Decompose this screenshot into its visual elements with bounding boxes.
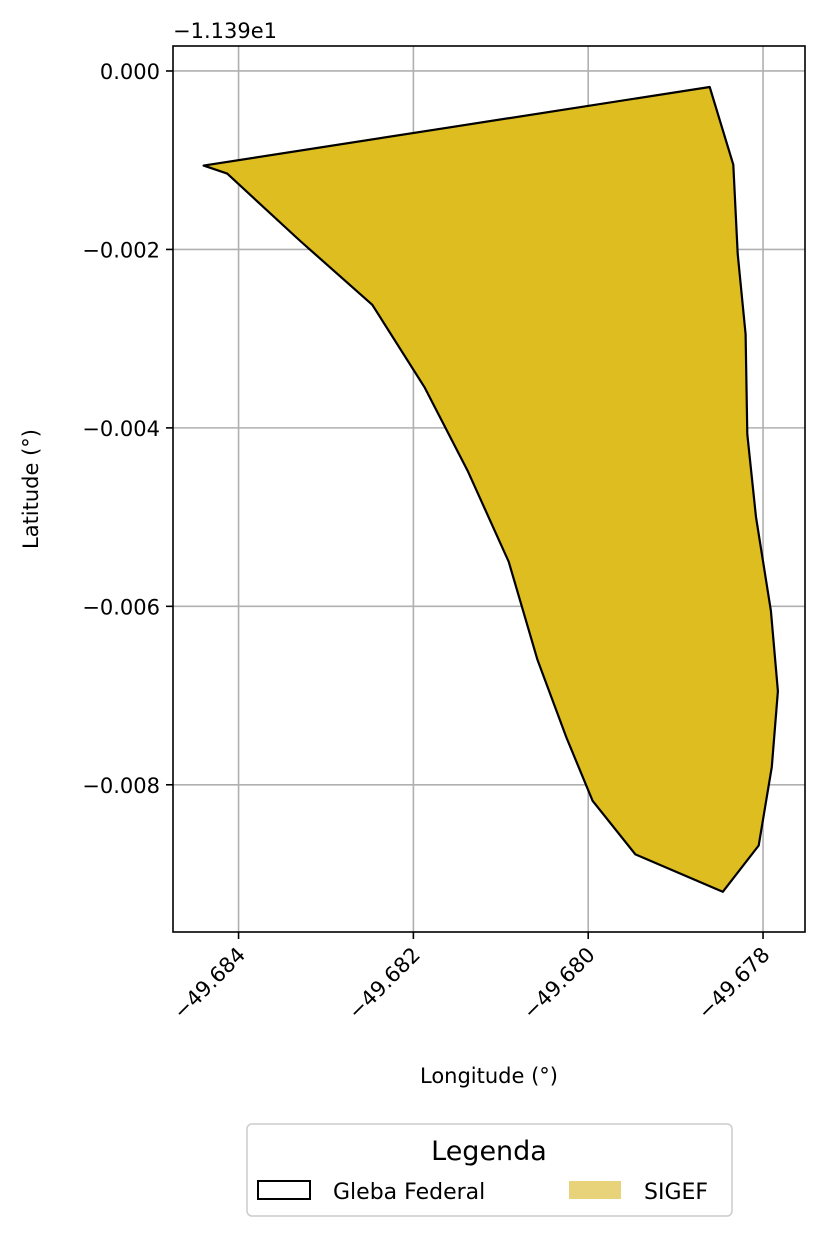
legend-swatch-sigef bbox=[569, 1181, 621, 1199]
y-tick-label: −0.008 bbox=[82, 774, 160, 798]
y-tick-label: 0.000 bbox=[100, 60, 160, 84]
x-tick-label: −49.680 bbox=[518, 943, 599, 1024]
legend-title: Legenda bbox=[431, 1136, 547, 1167]
axes-frame bbox=[172, 45, 806, 933]
y-tick-label: −0.002 bbox=[82, 238, 160, 262]
x-tick-label: −49.682 bbox=[344, 943, 425, 1024]
plot-area bbox=[202, 85, 780, 893]
legend-swatch-gleba-federal bbox=[257, 1180, 311, 1200]
x-tick-label: −49.678 bbox=[693, 943, 774, 1024]
x-axis-label: Longitude (°) bbox=[420, 1064, 558, 1088]
y-tick-label: −0.004 bbox=[82, 417, 160, 441]
legend-label-gleba-federal: Gleba Federal bbox=[333, 1180, 485, 1205]
polygon-sigef bbox=[202, 85, 780, 893]
y-tick-label: −0.006 bbox=[82, 595, 160, 619]
y-offset-label: −1.139e1 bbox=[173, 19, 277, 43]
y-axis-label: Latitude (°) bbox=[19, 429, 43, 549]
legend: Legenda Gleba Federal SIGEF bbox=[246, 1123, 733, 1217]
x-tick-label: −49.684 bbox=[169, 943, 250, 1024]
legend-label-sigef: SIGEF bbox=[644, 1180, 708, 1205]
